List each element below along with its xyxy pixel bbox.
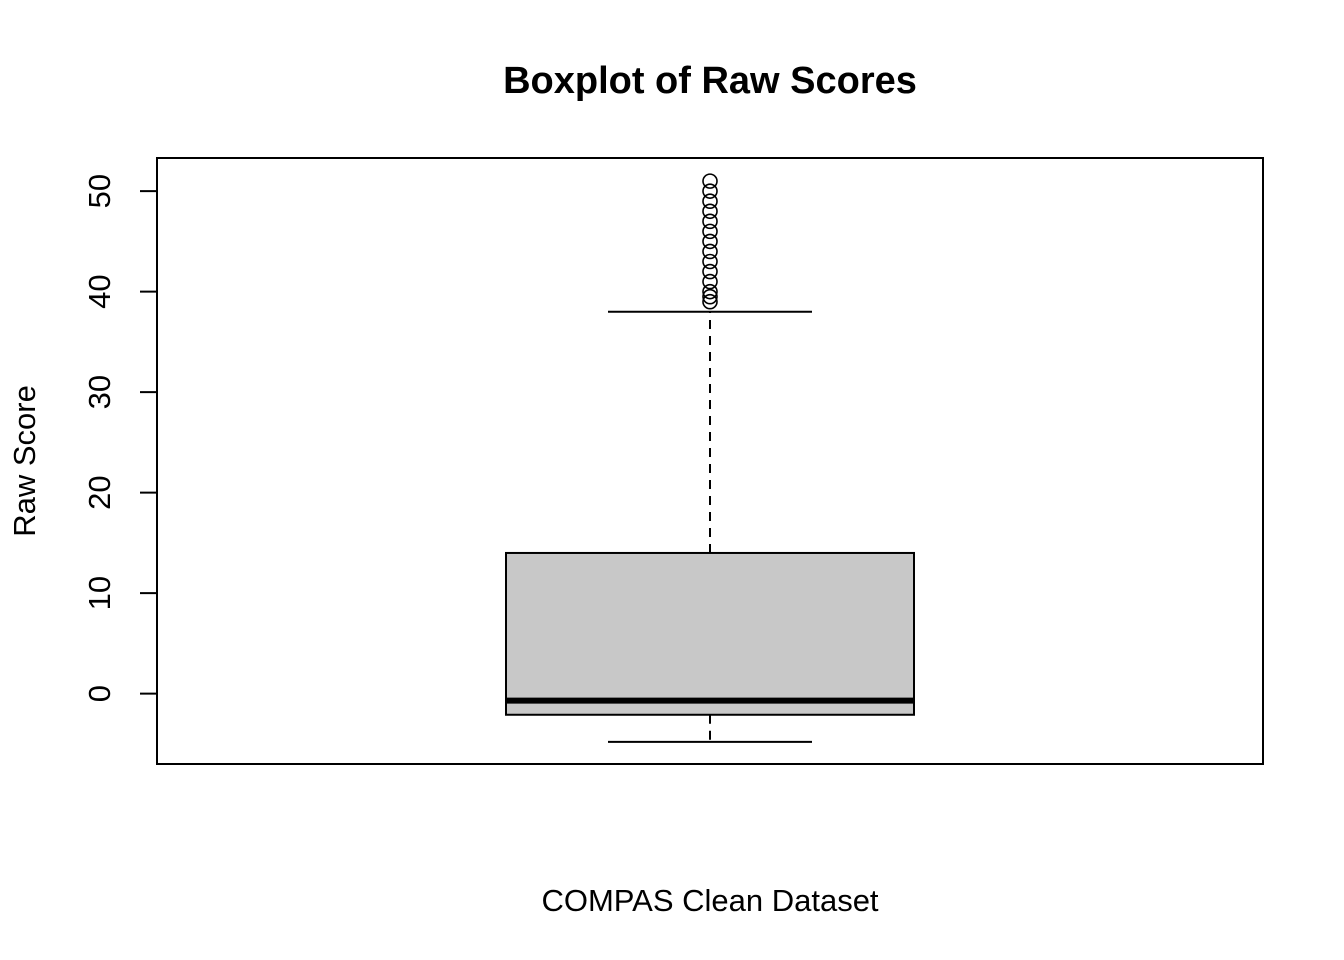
outlier-point (702, 173, 718, 189)
outlier-point (702, 183, 718, 199)
plot-layer (505, 173, 915, 743)
y-tick-label: 0 (82, 685, 117, 702)
outlier-point (702, 243, 718, 260)
outlier-point (702, 213, 718, 230)
y-tick-label: 40 (82, 274, 117, 308)
outlier-point (702, 273, 718, 290)
outlier-point (702, 253, 718, 270)
outlier-point (702, 288, 718, 305)
y-tick-label: 50 (82, 174, 117, 208)
outlier-point (702, 283, 718, 300)
y-axis-label: Raw Score (7, 385, 42, 537)
outlier-point (702, 193, 718, 210)
outlier-point (702, 233, 718, 250)
chart-title: Boxplot of Raw Scores (503, 60, 917, 102)
x-axis-label: COMPAS Clean Dataset (541, 883, 878, 918)
outlier-point (702, 293, 718, 310)
outlier-point (702, 263, 718, 280)
outlier-point (702, 203, 718, 220)
y-tick-label: 30 (82, 375, 117, 409)
iqr-box (505, 551, 915, 716)
y-axis: 0 10 20 30 40 50 (82, 174, 158, 702)
y-tick-label: 20 (82, 475, 117, 509)
outlier-point (702, 223, 718, 240)
y-tick-label: 10 (82, 576, 117, 610)
